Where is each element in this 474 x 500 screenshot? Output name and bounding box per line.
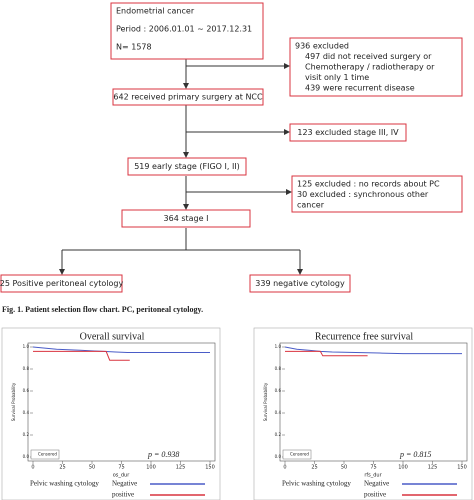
survival-curve: [284, 346, 462, 355]
x-tick-label: 100: [398, 465, 408, 471]
legend-label: Negative: [112, 480, 137, 488]
flow-text: 364 stage I: [164, 214, 209, 223]
flow-text: 25 Positive peritoneal cytology: [0, 279, 123, 288]
flow-box: [127, 157, 247, 176]
x-axis-label: rfs_dur: [364, 473, 382, 479]
flow-text: 519 early stage (FIGO I, II): [134, 162, 240, 171]
flow-text: 497 did not received surgery or: [305, 52, 432, 61]
flow-text: 30 excluded : synchronous other: [297, 190, 429, 199]
survival-curve: [285, 350, 368, 357]
flow-box: [291, 175, 463, 213]
x-tick-label: 25: [311, 465, 317, 471]
censored-legend: [30, 449, 60, 460]
flow-box: [289, 123, 407, 142]
x-tick-label: 0: [283, 465, 286, 471]
flow-text: 123 excluded stage III, IV: [297, 128, 399, 137]
y-tick-label: 0.8: [275, 366, 282, 371]
survival-curve: [33, 350, 130, 361]
group-label: Pelvic washing cytology: [30, 480, 99, 488]
flow-box: [112, 88, 264, 106]
censored-label: Censored: [38, 452, 57, 457]
y-tick-label: 0.6: [23, 388, 30, 393]
x-tick-label: 25: [59, 465, 65, 471]
y-tick-label: 0.0: [275, 454, 282, 459]
flow-text: 125 excluded : no records about PC: [297, 180, 440, 189]
y-tick-label: 0.6: [275, 388, 282, 393]
plot-title: Overall survival: [80, 331, 145, 342]
connectors: [59, 59, 303, 275]
y-tick-label: 0.4: [275, 410, 282, 415]
plot-title: Recurrence free survival: [315, 331, 413, 342]
flow-box: [110, 2, 264, 60]
y-tick-label: 1.0: [23, 344, 30, 349]
x-tick-label: 125: [428, 465, 438, 471]
p-value: p = 0.938: [147, 450, 179, 459]
x-axis-label: os_dur: [113, 473, 131, 479]
y-tick-label: 1.0: [275, 344, 282, 349]
flow-box: [0, 274, 123, 293]
y-tick-label: 0.0: [23, 454, 30, 459]
flow-text: visit only 1 time: [305, 73, 369, 82]
group-label: Pelvic washing cytology: [282, 480, 351, 488]
flow-text: 339 negative cytology: [255, 279, 345, 288]
flow-box: [289, 37, 463, 97]
x-tick-label: 50: [341, 465, 347, 471]
flow-box: [121, 209, 251, 228]
flow-text: cancer: [297, 201, 325, 210]
censored-legend: [282, 449, 312, 460]
x-tick-label: 75: [370, 465, 376, 471]
x-tick-label: 50: [89, 465, 95, 471]
x-tick-label: 150: [205, 465, 215, 471]
plot-panel: [1, 327, 221, 500]
p-value: p = 0.815: [399, 450, 431, 459]
flow-text: 439 were recurrent disease: [305, 84, 415, 93]
flow-text: N= 1578: [116, 43, 152, 52]
legend-label: positive: [364, 491, 386, 499]
x-tick-label: 150: [457, 465, 467, 471]
flow-text: Endometrial cancer: [116, 7, 195, 16]
y-axis-label: Survival Probability: [11, 382, 16, 421]
x-tick-label: 125: [176, 465, 186, 471]
y-tick-label: 0.2: [23, 432, 30, 437]
legend-label: Negative: [364, 480, 389, 488]
y-tick-label: 0.8: [23, 366, 30, 371]
flow-text: Period : 2006.01.01 ~ 2017.12.31: [116, 25, 252, 34]
y-tick-label: 0.4: [23, 410, 30, 415]
flow-text: Chemotherapy / radiotherapy or: [305, 63, 435, 72]
flow-text: 936 excluded: [295, 42, 349, 51]
x-tick-label: 0: [31, 465, 34, 471]
flow-box: [249, 274, 351, 293]
flow-text: 642 received primary surgery at NCC: [113, 93, 263, 102]
y-axis-label: Survival Probability: [263, 382, 268, 421]
censored-label: Censored: [290, 452, 309, 457]
legend-label: positive: [112, 491, 134, 499]
x-tick-label: 100: [146, 465, 156, 471]
x-tick-label: 75: [118, 465, 124, 471]
y-tick-label: 0.2: [275, 432, 282, 437]
plot-panel: [253, 327, 473, 500]
caption: Fig. 1. Patient selection flow chart. PC…: [2, 305, 203, 314]
